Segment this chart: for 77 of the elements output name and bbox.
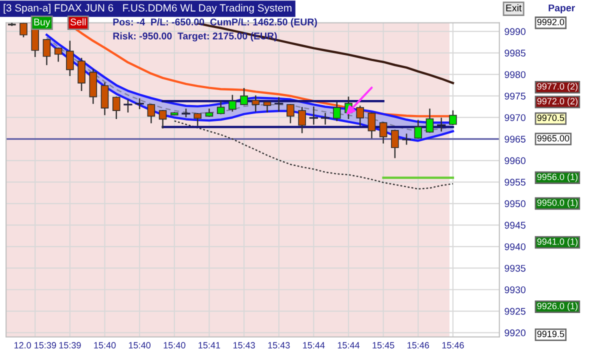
text: 9950.0 (1) (537, 199, 578, 208)
text: Exit (506, 4, 522, 12)
x-tick-label: 15:40 (94, 342, 116, 348)
y-tick-label: 9965 (504, 136, 526, 143)
x-tick-label: 15:40 (128, 342, 151, 348)
x-tick-label: 12.0 15:39 (14, 342, 56, 348)
y-tick-label: 9940 (504, 243, 526, 250)
candlestick (228, 94, 236, 112)
text: 9956.0 (1) (537, 173, 578, 182)
candlestick (54, 48, 62, 62)
candlestick (437, 118, 446, 132)
x-tick-label: 15:40 (164, 342, 186, 348)
candlestick (379, 122, 388, 144)
candlestick (240, 88, 248, 106)
x-tick-label: 15:44 (303, 342, 325, 348)
x-tick-label: 15:39 (59, 342, 81, 348)
candlestick (20, 22, 28, 38)
candlestick (252, 95, 260, 112)
candlestick (368, 112, 376, 138)
y-tick-label: 9935 (504, 264, 526, 272)
annotation: Pos: -4 P/L: -650.00 CumP/L: 1462.50 (EUR) (113, 18, 317, 28)
y-tick-label: 9920 (504, 329, 526, 336)
y-tick-label: 9945 (504, 222, 526, 229)
candlestick (309, 106, 318, 125)
y-tick-label: 9980 (504, 71, 526, 78)
y-tick-label: 9975 (504, 92, 526, 100)
candlestick (158, 110, 167, 128)
candlestick (426, 108, 434, 133)
x-tick-label: 15:46 (442, 342, 464, 348)
candlestick (112, 96, 120, 119)
candlestick (31, 27, 40, 58)
x-tick-label: 15:44 (338, 342, 360, 348)
x-tick-label: 15:43 (233, 342, 255, 348)
candlestick (449, 110, 457, 125)
text: 9972.0 (2) (537, 98, 578, 106)
text: 9941.0 (1) (537, 238, 578, 247)
y-tick-label: 9960 (504, 157, 526, 164)
x-tick-label: 15:41 (198, 342, 220, 348)
text: 9919.5 (537, 330, 564, 338)
text: 9926.0 (1) (537, 302, 578, 312)
y-tick-label: 9990 (504, 28, 526, 36)
y-tick-label: 9970 (504, 114, 526, 122)
candlestick (391, 130, 399, 158)
chart-title: [3 Span-a] FDAX JUN 6 F.US.DDM6 WL Day Trading System (4, 4, 292, 14)
candlestick (42, 38, 51, 66)
line-series (174, 120, 454, 190)
x-tick-label: 15:43 (268, 342, 290, 348)
candlestick (135, 98, 144, 110)
candlestick (298, 106, 306, 134)
candlestick (286, 104, 294, 124)
text: 9977.0 (2) (537, 83, 578, 92)
y-tick-label: 9950 (504, 200, 526, 208)
y-tick-label: 9930 (504, 286, 526, 294)
candlestick (414, 120, 422, 139)
text: Paper (548, 4, 575, 14)
candlestick (147, 104, 156, 124)
candlestick (402, 134, 411, 145)
candlestick (216, 100, 225, 114)
candlestick (274, 97, 284, 112)
text: 9970.5 (537, 114, 564, 122)
candlestick (66, 40, 74, 76)
candlestick (100, 82, 109, 116)
y-tick-label: 9925 (504, 308, 526, 315)
candlestick (194, 112, 202, 126)
text: 9992.0 (537, 18, 564, 26)
text: 9965.00 (537, 135, 570, 142)
annotation: Buy (34, 18, 50, 28)
annotation: Sell (70, 18, 86, 26)
candlestick (263, 101, 272, 113)
y-tick-label: 9955 (504, 178, 526, 186)
candlestick (320, 112, 330, 125)
x-tick-label: 15:46 (408, 342, 430, 348)
y-tick-label: 9985 (504, 50, 526, 57)
candlestick (332, 101, 341, 122)
candlestick (124, 100, 132, 113)
candlestick (78, 58, 86, 92)
x-tick-label: 15:45 (372, 342, 394, 348)
